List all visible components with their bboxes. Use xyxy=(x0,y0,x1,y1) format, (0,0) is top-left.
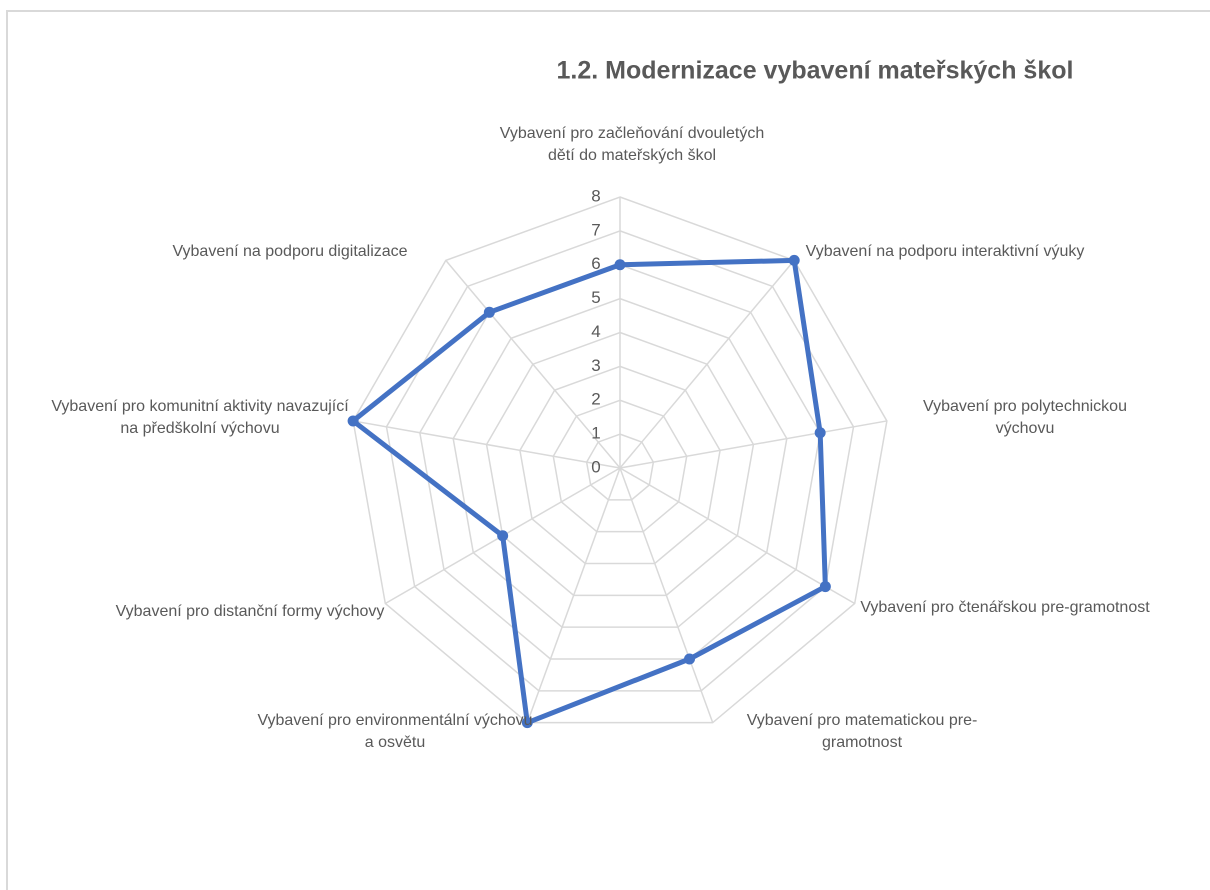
data-point xyxy=(483,306,495,318)
data-point xyxy=(347,415,359,427)
category-label: Vybavení pro komunitní aktivity navazují… xyxy=(51,398,349,437)
axis-tick-label: 8 xyxy=(591,186,600,205)
grid-line xyxy=(352,196,888,724)
category-label: Vybavení pro environmentální výchovu a o… xyxy=(257,712,533,751)
grid-line xyxy=(585,433,655,501)
grid-line xyxy=(485,331,755,597)
category-label: Vybavení pro matematickou pre-gramotnost xyxy=(746,712,978,751)
chart-frame xyxy=(6,10,1210,890)
grid-line xyxy=(385,230,855,692)
category-label: Vybavení pro distanční formy výchovy xyxy=(115,603,385,620)
axis-tick-label: 3 xyxy=(591,356,600,375)
category-label: Vybavení na podporu digitalizace xyxy=(172,243,408,260)
grid-line xyxy=(552,399,688,533)
axis-tick-label: 0 xyxy=(591,457,600,476)
axis-tick-label: 6 xyxy=(591,254,600,273)
axis-tick-label: 7 xyxy=(591,220,600,239)
category-label: Vybavení na podporu interaktivní výuky xyxy=(805,243,1085,260)
grid-line xyxy=(452,297,788,628)
axis-tick-label: 4 xyxy=(591,322,600,341)
data-point xyxy=(684,653,696,665)
data-point xyxy=(614,259,626,271)
axis-tick-label: 1 xyxy=(591,424,600,443)
category-label: Vybavení pro čtenářskou pre-gramotnost xyxy=(860,599,1150,616)
data-point xyxy=(819,581,831,593)
data-line xyxy=(350,257,828,726)
data-point xyxy=(521,717,533,729)
category-label: Vybavení pro začleňování dvouletých dětí… xyxy=(499,125,765,164)
data-point xyxy=(814,427,826,439)
category-label: Vybavení pro polytechnickou výchovu xyxy=(923,398,1127,437)
data-point xyxy=(497,530,509,542)
grid-line xyxy=(519,365,721,565)
grid-line xyxy=(419,263,821,660)
axis-tick-label: 5 xyxy=(591,288,600,307)
data-point xyxy=(788,254,800,266)
chart-title: 1.2. Modernizace vybavení mateřských ško… xyxy=(557,57,1074,85)
axis-tick-label: 2 xyxy=(591,390,600,409)
